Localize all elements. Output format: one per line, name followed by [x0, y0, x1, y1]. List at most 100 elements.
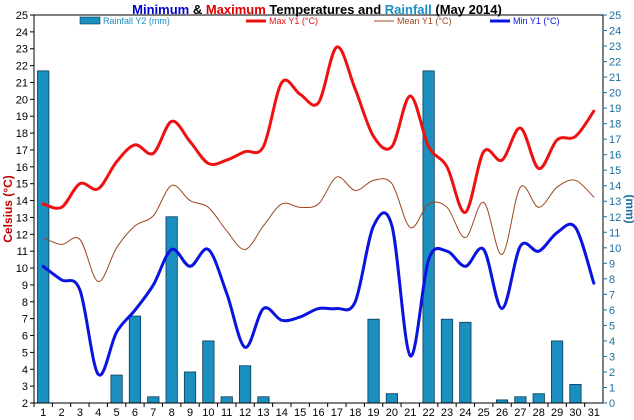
x-tick-label: 21	[404, 407, 416, 419]
y-tick-label: 16	[16, 162, 28, 174]
y2-tick-label: 20	[609, 88, 621, 100]
y-tick-label: 19	[16, 111, 28, 123]
x-tick-label: 28	[533, 407, 545, 419]
y-tick-label: 11	[17, 246, 28, 258]
y-tick-label: 9	[22, 280, 28, 292]
title-part: Rainfall	[385, 2, 432, 17]
y2-tick-label: 19	[609, 103, 621, 115]
rainfall-bars	[37, 70, 582, 404]
y2-tick-label: 9	[609, 258, 615, 270]
y2-tick-label: 23	[609, 41, 621, 53]
y-tick-label: 15	[16, 179, 28, 191]
x-tick-label: 31	[588, 407, 600, 419]
x-tick-label: 2	[58, 407, 64, 419]
legend-swatch-rainfall	[79, 16, 101, 25]
x-tick-label: 7	[150, 407, 156, 419]
x-tick-label: 15	[294, 407, 306, 419]
rainfall-bar	[367, 318, 380, 404]
legend-label-max: Max Y1 (°C)	[269, 16, 318, 26]
title-part: (May 2014)	[432, 2, 502, 17]
y2-tick-label: 13	[609, 196, 621, 208]
y-tick-label: 22	[16, 61, 28, 73]
rainfall-bar	[440, 318, 454, 404]
x-tick-label: 4	[95, 407, 101, 419]
y-tick-label: 24	[16, 27, 28, 39]
x-tick-label: 1	[40, 407, 46, 419]
y2-tick-label: 22	[609, 57, 621, 69]
y2-tick-label: 15	[609, 165, 621, 177]
y-tick-label: 23	[16, 44, 28, 56]
y-tick-label: 5	[22, 347, 28, 359]
y2-tick-label: 8	[609, 274, 615, 286]
mean-temperature-line	[42, 176, 595, 283]
rainfall-bar	[532, 393, 545, 404]
y2-axis-label: (mm)	[623, 194, 634, 223]
title-part: &	[189, 2, 206, 17]
y2-tick-label: 21	[609, 72, 621, 84]
legend-label-mean: Mean Y1 (°C)	[397, 16, 451, 26]
rainfall-bar	[220, 396, 233, 404]
y2-tick-label: 14	[609, 181, 621, 193]
y2-tick-label: 3	[609, 351, 615, 363]
rainfall-bar	[183, 371, 197, 404]
x-tick-label: 19	[367, 407, 379, 419]
x-tick-label: 26	[496, 407, 508, 419]
y2-tick-label: 11	[609, 227, 620, 239]
rainfall-bar	[551, 340, 564, 404]
y-tick-label: 4	[22, 364, 28, 376]
y2-tick-label: 5	[609, 320, 615, 332]
x-tick-label: 22	[423, 407, 435, 419]
y-tick-label: 10	[16, 263, 28, 275]
y2-tick-label: 12	[609, 212, 621, 224]
rainfall-bar	[37, 70, 50, 404]
y-tick-label: 20	[16, 94, 28, 106]
y-tick-label: 3	[22, 381, 28, 393]
y2-tick-label: 1	[609, 382, 615, 394]
rainfall-bar	[147, 396, 160, 404]
y-tick-label: 7	[22, 314, 28, 326]
x-tick-label: 27	[514, 407, 526, 419]
y2-tick-label: 24	[609, 26, 621, 38]
x-tick-label: 3	[77, 407, 83, 419]
legend: Rainfall Y2 (mm) Max Y1 (°C) Mean Y1 (°C) M…	[79, 16, 559, 26]
plot-frame	[33, 14, 604, 404]
y-tick-label: 14	[16, 196, 28, 208]
y2-tick-label: 4	[609, 336, 615, 348]
y2-tick-label: 25	[609, 10, 621, 22]
y2-tick-label: 10	[609, 243, 621, 255]
x-tick-label: 25	[478, 407, 490, 419]
chart-title: Minimum & Maximum Temperatures and Rainf…	[132, 2, 502, 17]
rainfall-bar	[238, 365, 252, 404]
y-tick-label: 2	[22, 398, 28, 410]
y-tick-label: 12	[16, 229, 28, 241]
y2-tick-label: 7	[609, 289, 615, 301]
y2-tick-label: 16	[609, 150, 621, 162]
y2-tick-label: 17	[609, 134, 621, 146]
x-tick-label: 18	[349, 407, 361, 419]
x-tick-label: 11	[221, 407, 232, 419]
rainfall-bar	[459, 321, 472, 404]
x-tick-label: 12	[239, 407, 251, 419]
legend-label-min: Min Y1 (°C)	[513, 16, 559, 26]
temperature-lines	[41, 45, 596, 377]
rainfall-bar	[422, 70, 435, 404]
y-tick-label: 8	[22, 297, 28, 309]
x-tick-label: 14	[276, 407, 288, 419]
rainfall-bar	[385, 393, 399, 404]
axes: 2345678910111213141516171819202122232425…	[16, 10, 622, 419]
x-tick-label: 30	[569, 407, 581, 419]
min-temperature-line	[41, 211, 596, 377]
rainfall-bar	[165, 216, 178, 404]
rainfall-bar	[257, 396, 270, 404]
y-tick-label: 6	[22, 331, 28, 343]
x-tick-label: 24	[459, 407, 471, 419]
title-part: Minimum	[132, 2, 189, 17]
y-axis-label: Celsius (°C)	[1, 175, 15, 242]
rainfall-bar	[514, 396, 527, 404]
y2-tick-label: 18	[609, 119, 621, 131]
title-part: Temperatures and	[266, 2, 385, 17]
title-part: Maximum	[206, 2, 266, 17]
y-tick-label: 17	[16, 145, 28, 157]
y-tick-label: 18	[16, 128, 28, 140]
